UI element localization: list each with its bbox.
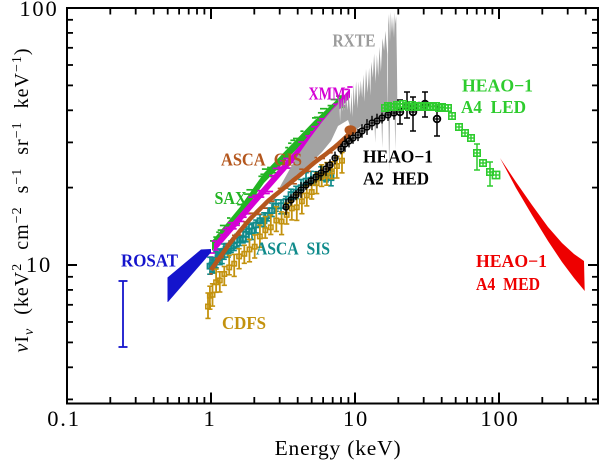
svg-text:100: 100 — [19, 0, 58, 21]
svg-text:HEAO−1: HEAO−1 — [363, 147, 433, 167]
svg-text:RXTE: RXTE — [333, 31, 376, 51]
svg-text:Energy (keV): Energy (keV) — [275, 436, 402, 460]
svg-text:ASCA SIS: ASCA SIS — [256, 239, 330, 259]
svg-text:XMM: XMM — [309, 84, 346, 104]
svg-text:A2 HED: A2 HED — [363, 169, 429, 189]
svg-text:HEAO−1: HEAO−1 — [462, 76, 533, 96]
svg-text:1: 1 — [203, 406, 216, 431]
svg-text:100: 100 — [480, 406, 519, 431]
svg-text:ASCA GIS: ASCA GIS — [221, 150, 302, 170]
svg-text:10: 10 — [26, 252, 52, 277]
svg-text:10: 10 — [343, 406, 369, 431]
svg-text:HEAO−1: HEAO−1 — [476, 251, 547, 271]
svg-text:SAX: SAX — [215, 188, 247, 208]
svg-text:A4 MED: A4 MED — [476, 274, 540, 294]
svg-text:0.1: 0.1 — [47, 406, 81, 431]
svg-text:A4 LED: A4 LED — [461, 97, 526, 117]
svg-text:ROSAT: ROSAT — [121, 251, 178, 271]
svg-text:νIν (keV2 cm−2 s−1 sr−1 keV−1): νIν (keV2 cm−2 s−1 sr−1 keV−1) — [10, 47, 37, 352]
svg-text:CDFS: CDFS — [222, 313, 266, 333]
